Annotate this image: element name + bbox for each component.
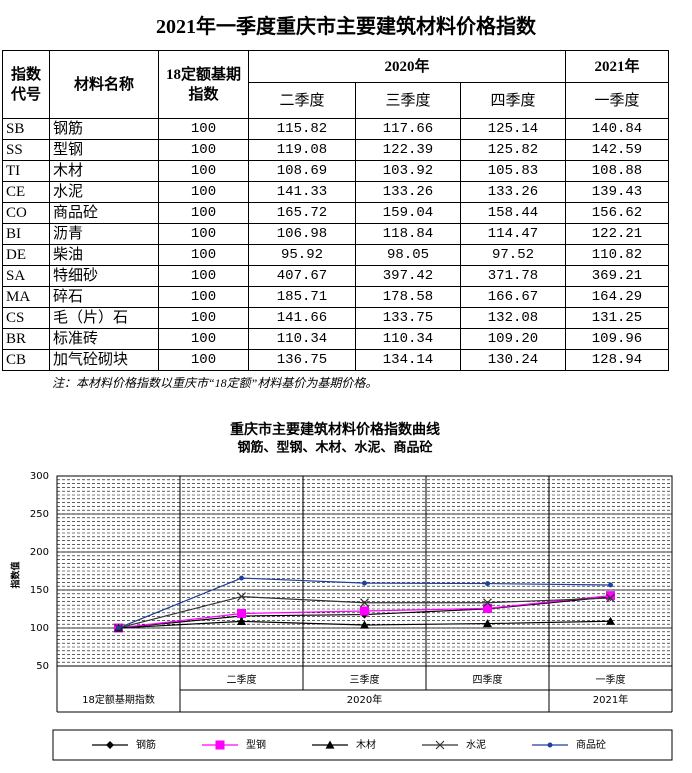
table-cell: 141.33 [248,181,356,203]
page-title: 2021年一季度重庆市主要建筑材料价格指数 [156,16,536,38]
marker [483,619,492,628]
table-cell: TI [2,160,50,182]
table-cell: 97.52 [460,244,566,266]
table-cell: 106.98 [248,223,356,245]
x-tick-label: 二季度 [227,673,257,686]
chart-title: 重庆市主要建筑材料价格指数曲线 [230,421,440,438]
y-tick-label: 250 [30,509,49,520]
table-cell: CS [2,307,50,329]
y-tick-label: 150 [30,585,49,596]
header: 18定额基期指数 [158,50,249,119]
x-tick-label: 18定额基期指数 [82,693,155,706]
marker [483,603,492,613]
y-tick-label: 300 [30,471,49,482]
chart-subtitle: 钢筋、型钢、木材、水泥、商品砼 [237,440,433,456]
legend-box [52,729,673,761]
table-cell: 134.14 [355,349,461,371]
marker [116,625,121,631]
header: 一季度 [565,82,669,119]
table-cell: SA [2,265,50,287]
table-cell: 100 [158,328,249,350]
table-cell: 108.69 [248,160,356,182]
marker [606,591,615,601]
marker [608,582,613,588]
y-tick-label: 100 [30,623,49,634]
table-cell: SS [2,139,50,161]
marker [239,575,244,581]
table-cell: 117.66 [355,118,461,140]
y-axis-label: 指数值 [10,561,22,588]
marker [360,598,369,608]
marker [360,606,369,616]
table-cell: 98.05 [355,244,461,266]
marker [237,608,246,618]
table-cell: 100 [158,139,249,161]
marker [237,616,246,625]
table-cell: 136.75 [248,349,356,371]
x-group-label: 2021年 [593,693,628,706]
table-cell: 407.67 [248,265,356,287]
marker [547,742,553,748]
marker [362,580,367,586]
table-cell: 128.94 [565,349,669,371]
price-table: 指数代号 材料名称 18定额基期指数 2020年 2021年 二季度 三季度 四… [2,50,669,371]
y-tick-label: 50 [36,661,49,672]
marker [485,581,490,587]
table-cell: 142.59 [565,139,669,161]
x-tick-label: 四季度 [473,673,503,686]
table-cell: CE [2,181,50,203]
header: 2020年 [248,50,566,83]
table-cell: MA [2,286,50,308]
table-cell: 114.47 [460,223,566,245]
marker [483,598,492,608]
table-cell: 加气砼砌块 [49,349,159,371]
table-cell: CB [2,349,50,371]
header: 二季度 [248,82,356,119]
marker [237,592,246,602]
table-cell: BR [2,328,50,350]
y-tick-label: 200 [30,547,49,558]
x-tick-label: 三季度 [350,673,380,686]
marker [215,740,225,750]
table-cell: 122.39 [355,139,461,161]
table-cell: 标准砖 [49,328,159,350]
marker [360,620,369,629]
header: 2021年 [565,50,669,83]
table-cell: 100 [158,349,249,371]
x-group-label: 2020年 [347,693,382,706]
legend-label: 钢筋 [136,738,156,751]
legend-label: 型钢 [246,738,266,751]
table-cell: 140.84 [565,118,669,140]
table-cell: 133.26 [460,181,566,203]
marker [106,741,114,749]
plot-frame [56,475,673,667]
table-cell: 110.82 [565,244,669,266]
table-cell: 130.24 [460,349,566,371]
legend-label: 商品砼 [576,738,606,751]
legend-label: 木材 [356,738,376,751]
table-cell: 178.58 [355,286,461,308]
table-cell: 型钢 [49,139,159,161]
table-cell: 109.96 [565,328,669,350]
table-cell: 156.62 [565,202,669,224]
marker [435,740,445,750]
note: 注：本材料价格指数以重庆市“18定额”材料基价为基期价格。 [52,376,378,390]
marker [325,740,335,749]
x-tick-label: 一季度 [596,673,626,686]
header: 三季度 [355,82,461,119]
table-cell: 166.67 [460,286,566,308]
marker [606,616,615,625]
marker [606,593,615,603]
legend-label: 水泥 [466,738,486,751]
